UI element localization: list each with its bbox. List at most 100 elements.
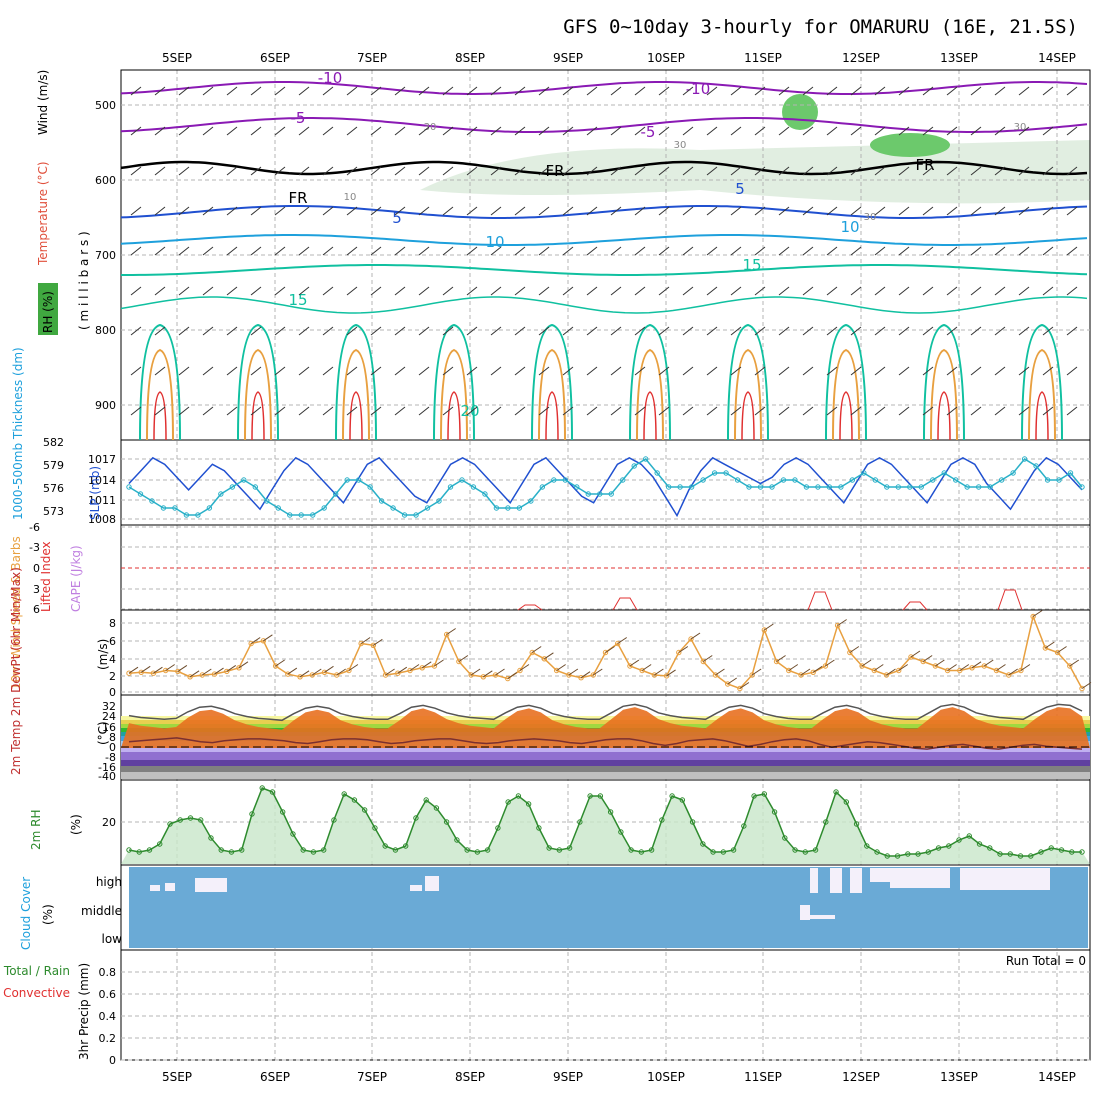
wind10m-barb	[971, 661, 982, 669]
thickness-line-point	[952, 477, 959, 483]
contour-label: 10	[344, 192, 357, 203]
thickness-line-point	[872, 477, 879, 483]
thickness-line-point	[218, 491, 224, 497]
rh-line-point	[771, 809, 778, 815]
rh-line-point	[566, 845, 573, 851]
upper-wind-barb	[634, 126, 646, 136]
wind10m-barb	[593, 668, 603, 676]
upper-wind-barb	[346, 366, 358, 376]
thickness-line-point	[642, 456, 649, 462]
dewpt-line	[128, 737, 1083, 750]
upper-wind-barb	[1042, 406, 1054, 416]
rh-line-point	[853, 821, 860, 827]
contour-30-loop	[153, 391, 167, 441]
rh-line-point	[884, 853, 891, 859]
rh-line-point	[402, 843, 409, 849]
temp-tick: 0	[109, 741, 116, 754]
contour-30-loop	[349, 391, 363, 441]
run-total: Run Total = 0	[1006, 954, 1086, 968]
upper-wind-barb	[562, 246, 574, 256]
rh-line-point	[761, 791, 768, 797]
upper-wind-barb	[682, 366, 694, 376]
cloud-gap	[215, 878, 227, 892]
upper-wind-barb	[442, 326, 454, 336]
contour-label: -10	[686, 80, 711, 98]
upper-wind-barb	[370, 286, 382, 296]
wind10m-barb	[922, 655, 933, 662]
upper-wind-barb	[226, 286, 238, 296]
wind10m-barb	[373, 638, 383, 646]
wind10m-line-point	[590, 672, 596, 678]
upper-wind-barb	[610, 126, 622, 136]
upper-wind-barb	[706, 126, 718, 136]
date-label-bottom: 10SEP	[647, 1070, 685, 1084]
upper-wind-barb	[778, 206, 790, 216]
upper-wind-barb	[754, 86, 766, 96]
temp-tick: -16	[98, 761, 116, 774]
temp-color-band	[121, 766, 1090, 772]
upper-wind-barb	[130, 86, 142, 96]
wind10m-line-point	[663, 673, 670, 679]
upper-wind-barb	[754, 366, 766, 376]
thickness-line-point	[1056, 477, 1062, 483]
upper-wind-barb	[826, 406, 838, 416]
upper-wind-barb	[538, 166, 550, 176]
wind10m-barb	[360, 637, 371, 644]
upper-wind-barb	[658, 206, 670, 216]
li-tick: 0	[33, 562, 40, 575]
wind10m-line-point	[981, 663, 987, 669]
contour-25-loop	[538, 348, 566, 441]
pressure-tick: 600	[95, 174, 116, 187]
rh-line-point	[177, 817, 183, 823]
upper-wind-barb	[1042, 286, 1054, 296]
wind10m-line-point	[162, 667, 169, 674]
rh-line-point	[505, 799, 511, 805]
upper-wind-barb	[586, 206, 598, 216]
thickness-line-point	[585, 491, 591, 497]
wind10m-line-point	[786, 667, 792, 674]
upper-wind-barb	[754, 166, 766, 176]
upper-wind-barb	[202, 166, 214, 176]
rh-line-point	[239, 847, 245, 853]
thickness-line-point	[987, 484, 993, 490]
li-tick: -3	[29, 541, 40, 554]
rh-line-point	[331, 817, 337, 823]
upper-wind-barb	[298, 86, 310, 96]
upper-wind-barb	[610, 166, 622, 176]
date-label-top: 7SEP	[357, 51, 387, 65]
thickness-line-point	[608, 491, 614, 497]
wind10m-barb	[776, 655, 786, 662]
wind10m-line-point	[761, 627, 768, 633]
wind10m-line-point	[798, 672, 804, 678]
thickness-line-point	[367, 484, 373, 490]
rh-line-point	[1028, 853, 1034, 859]
wind10m-line-point	[993, 667, 1000, 674]
upper-wind-barb	[586, 246, 598, 256]
wind10m-barb	[751, 668, 762, 676]
contour-label: -10	[318, 69, 343, 87]
upper-wind-barb	[130, 406, 142, 416]
wind10m-line-point	[334, 672, 340, 678]
upper-wind-barb	[418, 326, 430, 336]
upper-wind-barb	[922, 86, 934, 96]
upper-wind-barb	[394, 326, 406, 336]
upper-wind-barb	[706, 326, 718, 336]
rh-line-point	[812, 847, 819, 853]
upper-wind-barb	[274, 126, 286, 136]
cloud-gap	[410, 885, 422, 891]
upper-wind-barb	[298, 406, 310, 416]
wind10m-barb	[446, 628, 456, 635]
upper-wind-barb	[634, 246, 646, 256]
wind10m-line-point	[395, 670, 401, 676]
precip-conv-label: Convective	[3, 986, 70, 1000]
upper-wind-barb	[514, 206, 526, 216]
wind10m-barb	[519, 664, 530, 671]
temp-color-band	[121, 760, 1090, 766]
upper-wind-barb	[394, 126, 406, 136]
wind10m-barb	[886, 668, 896, 676]
thickness-line-point	[631, 463, 637, 469]
wind10m-barb	[788, 664, 799, 671]
upper-wind-barb	[682, 206, 694, 216]
rh-area	[121, 788, 1090, 864]
rh-line-point	[1007, 851, 1013, 857]
